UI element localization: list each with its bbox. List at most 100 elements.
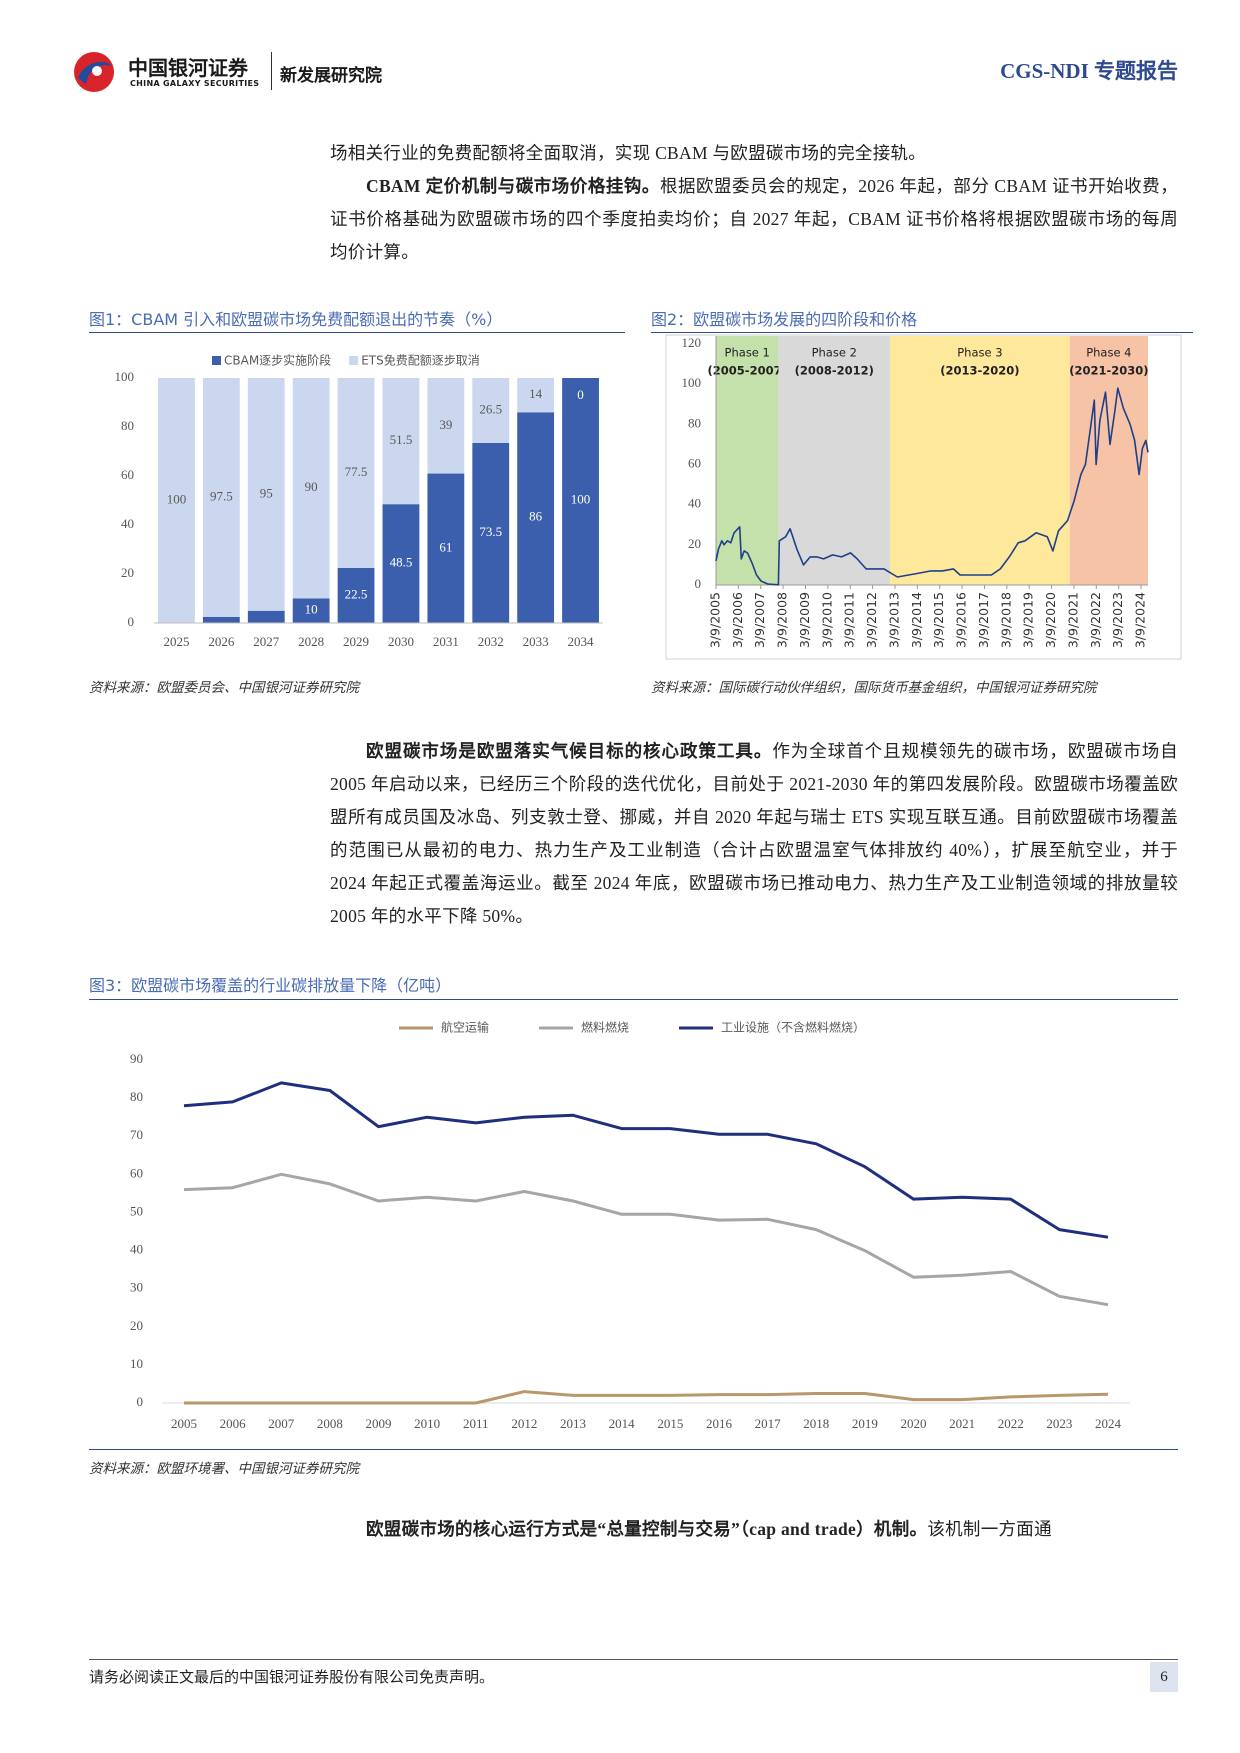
x-tick-label: 3/9/2014	[909, 592, 924, 648]
report-name: CGS-NDI 专题报告	[1000, 59, 1178, 83]
data-label: 77.5	[345, 464, 368, 479]
caption-rule	[651, 332, 1193, 333]
caption-rule	[89, 999, 1178, 1000]
x-tick-label: 2008	[317, 1416, 343, 1431]
x-tick-label: 2014	[609, 1416, 636, 1431]
y-tick-label: 40	[688, 496, 701, 511]
y-tick-label: 60	[130, 1165, 143, 1180]
bar-segment	[562, 378, 599, 623]
x-tick-label: 2013	[560, 1416, 586, 1431]
data-label: 14	[529, 386, 543, 401]
x-tick-label: 2023	[1046, 1416, 1072, 1431]
bar-segment	[292, 598, 330, 623]
footer-rule	[89, 1659, 1178, 1660]
x-tick-label: 3/9/2008	[775, 592, 790, 648]
phase-band	[1069, 336, 1148, 585]
data-label: 22.5	[345, 586, 368, 601]
logo-en: CHINA GALAXY SECURITIES	[130, 79, 260, 88]
x-tick-label: 3/9/2019	[1021, 592, 1036, 648]
series-line	[715, 387, 1149, 586]
x-tick-label: 3/9/2010	[819, 592, 834, 648]
text: 该机制一方面通	[927, 1519, 1052, 1539]
x-tick-label: 3/9/2012	[864, 592, 879, 648]
phase-period: (2021-2030)	[1069, 364, 1148, 378]
x-tick-label: 3/9/2022	[1088, 592, 1103, 648]
bar-segment	[337, 378, 375, 568]
y-tick-label: 80	[121, 418, 134, 433]
x-tick-label: 3/9/2013	[886, 592, 901, 648]
bar-segment	[158, 378, 195, 623]
x-tick-label: 2031	[433, 634, 459, 649]
bar-segment	[427, 473, 465, 623]
legend-label: 航空运输	[441, 1020, 489, 1035]
x-tick-label: 2012	[511, 1416, 537, 1431]
figure-source: 资料来源：欧盟委员会、中国银河证券研究院	[89, 680, 359, 696]
figure-caption: 图3：欧盟碳市场覆盖的行业碳排放量下降（亿吨）	[89, 976, 452, 995]
phase-name: Phase 1	[725, 346, 770, 360]
data-label: 95	[260, 485, 273, 500]
bar-segment	[472, 442, 510, 623]
x-tick-label: 2022	[998, 1416, 1024, 1431]
caption-rule	[89, 332, 625, 333]
lead: 欧盟碳市场的核心运行方式是“总量控制与交易”（cap and trade）机制。	[366, 1519, 928, 1539]
y-tick-label: 80	[130, 1089, 143, 1104]
y-tick-label: 60	[121, 467, 134, 482]
data-label: 90	[305, 479, 318, 494]
y-tick-label: 40	[121, 516, 134, 531]
legend-label: 燃料燃烧	[581, 1020, 629, 1035]
data-label: 48.5	[390, 555, 413, 570]
page-number: 6	[1150, 1662, 1178, 1692]
y-tick-label: 90	[130, 1051, 143, 1066]
phase-band	[778, 336, 891, 585]
logo-cn: 中国银河证券	[128, 56, 248, 80]
paragraph: 欧盟碳市场的核心运行方式是“总量控制与交易”（cap and trade）机制。…	[330, 1513, 1178, 1546]
x-tick-label: 2016	[706, 1416, 733, 1431]
data-label: 39	[439, 417, 452, 432]
y-tick-label: 50	[130, 1203, 143, 1218]
y-tick-label: 10	[130, 1356, 143, 1371]
bar-segment	[517, 412, 555, 623]
x-tick-label: 3/9/2023	[1110, 592, 1125, 648]
y-tick-label: 0	[137, 1394, 144, 1409]
x-tick-label: 2006	[220, 1416, 247, 1431]
phase-band	[716, 336, 779, 585]
phase-period: (2013-2020)	[940, 364, 1019, 378]
phase-period: (2008-2012)	[795, 364, 874, 378]
logo-icon	[74, 52, 114, 92]
paragraph: 场相关行业的免费配额将全面取消，实现 CBAM 与欧盟碳市场的完全接轨。	[330, 137, 1178, 170]
bar-segment	[247, 378, 285, 611]
x-tick-label: 2027	[253, 634, 280, 649]
x-tick-label: 3/9/2007	[752, 592, 767, 648]
legend-swatch	[349, 356, 359, 365]
legend-label: ETS免费配额逐步取消	[361, 353, 480, 368]
bar-segment	[472, 378, 510, 443]
data-label: 86	[529, 509, 543, 524]
x-tick-label: 2010	[414, 1416, 440, 1431]
series-line	[183, 1172, 1109, 1307]
data-label: 10	[305, 602, 318, 617]
bar-segment	[247, 610, 285, 623]
data-label: 0	[577, 387, 584, 402]
divider	[271, 52, 272, 90]
legend-label: CBAM逐步实施阶段	[224, 353, 331, 368]
x-tick-label: 2033	[523, 634, 549, 649]
phase-name: Phase 3	[957, 346, 1002, 360]
x-tick-label: 2030	[388, 634, 414, 649]
figure-rule	[89, 1449, 1178, 1450]
bar-segment	[202, 378, 240, 617]
text: 场相关行业的免费配额将全面取消，实现 CBAM 与欧盟碳市场的完全接轨。	[330, 143, 927, 163]
phase-band	[890, 336, 1070, 585]
y-tick-label: 60	[688, 455, 701, 470]
y-tick-label: 40	[130, 1242, 143, 1257]
data-label: 51.5	[390, 432, 413, 447]
bar-segment	[202, 616, 240, 623]
data-label: 73.5	[479, 524, 502, 539]
x-tick-label: 2025	[163, 634, 189, 649]
x-tick-label: 2021	[949, 1416, 975, 1431]
paragraph: 欧盟碳市场是欧盟落实气候目标的核心政策工具。作为全球首个且规模领先的碳市场，欧盟…	[330, 735, 1178, 933]
data-label: 97.5	[210, 488, 233, 503]
disclaimer: 请务必阅读正文最后的中国银河证券股份有限公司免责声明。	[89, 1668, 495, 1686]
y-tick-label: 20	[121, 565, 134, 580]
y-tick-label: 100	[115, 369, 135, 384]
